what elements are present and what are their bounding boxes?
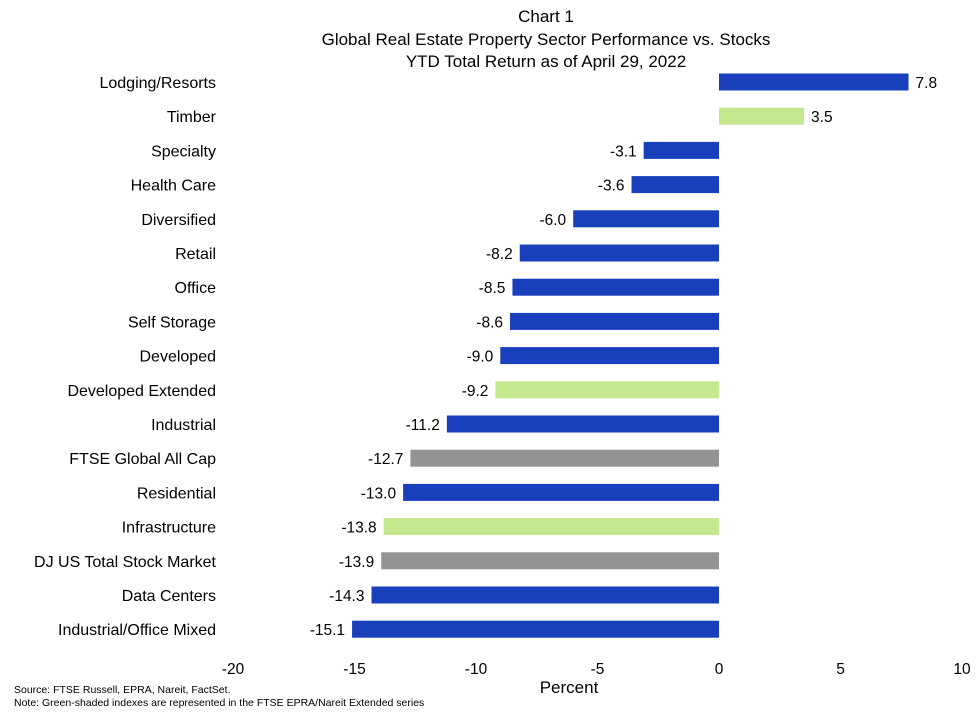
value-label-developed: -9.0 <box>467 349 494 366</box>
category-label-data-centers: Data Centers <box>122 588 216 605</box>
bar-timber <box>719 107 805 125</box>
bar-retail <box>519 244 719 262</box>
bar-infrastructure <box>383 518 719 536</box>
category-label-lodging-resorts: Lodging/Resorts <box>99 75 216 92</box>
value-label-dj-us-total-stock-market: -13.9 <box>339 554 374 571</box>
value-labels-group: 7.8 3.5 -3.1 -3.6 -6.0 -8.2 -8.5 -8.6 -9.0 -9.2 -1… <box>310 75 937 639</box>
category-label-industrial: Industrial <box>151 417 216 434</box>
bar-ftse-global-all-cap <box>410 449 719 467</box>
chart-subtitle-line-2: YTD Total Return as of April 29, 2022 <box>406 52 686 71</box>
value-label-office: -8.5 <box>479 280 506 297</box>
bar-residential <box>403 483 719 501</box>
chart-title: Chart 1 <box>518 7 574 26</box>
x-tick-label: 5 <box>836 661 845 678</box>
category-label-industrial-office-mixed: Industrial/Office Mixed <box>58 622 216 639</box>
category-label-office: Office <box>175 280 217 297</box>
note-footnote: Note: Green-shaded indexes are represent… <box>14 697 424 709</box>
bar-developed <box>500 347 719 365</box>
x-tick-label: -20 <box>222 661 245 678</box>
bar-diversified <box>573 210 719 228</box>
category-label-health-care: Health Care <box>131 178 216 195</box>
category-label-self-storage: Self Storage <box>128 314 216 331</box>
x-tick-labels-group: -20 -15 -10 -5 0 5 10 <box>222 661 971 678</box>
category-label-dj-us-total-stock-market: DJ US Total Stock Market <box>34 554 217 571</box>
category-label-ftse-global-all-cap: FTSE Global All Cap <box>69 451 216 468</box>
value-label-developed-extended: -9.2 <box>462 383 489 400</box>
bar-specialty <box>643 141 719 159</box>
x-axis-label: Percent <box>540 678 599 697</box>
value-label-diversified: -6.0 <box>539 212 566 229</box>
value-label-specialty: -3.1 <box>610 143 637 160</box>
value-label-lodging-resorts: 7.8 <box>916 75 938 92</box>
category-label-specialty: Specialty <box>151 143 216 160</box>
source-footnote: Source: FTSE Russell, EPRA, Nareit, Fact… <box>14 684 231 696</box>
value-label-industrial: -11.2 <box>406 417 440 434</box>
bar-lodging-resorts <box>719 73 909 91</box>
category-label-residential: Residential <box>137 485 216 502</box>
value-label-self-storage: -8.6 <box>476 314 503 331</box>
bar-dj-us-total-stock-market <box>381 552 719 570</box>
value-label-data-centers: -14.3 <box>329 588 364 605</box>
bar-self-storage <box>510 312 719 330</box>
x-tick-label: -5 <box>591 661 605 678</box>
chart-subtitle-line-1: Global Real Estate Property Sector Perfo… <box>322 30 771 49</box>
bars-group <box>352 73 909 638</box>
bar-health-care <box>631 176 719 194</box>
category-label-developed: Developed <box>140 349 217 366</box>
category-labels-group: Lodging/Resorts Timber Specialty Health Car… <box>34 75 217 639</box>
category-label-diversified: Diversified <box>141 212 216 229</box>
category-label-timber: Timber <box>167 109 217 126</box>
value-label-health-care: -3.6 <box>598 178 625 195</box>
value-label-retail: -8.2 <box>486 246 513 263</box>
value-label-industrial-office-mixed: -15.1 <box>310 622 345 639</box>
bar-office <box>512 278 719 296</box>
x-tick-label: -10 <box>465 661 488 678</box>
bar-industrial-office-mixed <box>352 620 719 638</box>
value-label-residential: -13.0 <box>361 485 397 502</box>
value-label-ftse-global-all-cap: -12.7 <box>368 451 403 468</box>
bar-data-centers <box>371 586 719 604</box>
value-label-timber: 3.5 <box>811 109 833 126</box>
category-label-infrastructure: Infrastructure <box>122 520 216 537</box>
bar-industrial <box>446 415 719 433</box>
x-tick-label: 0 <box>715 661 724 678</box>
bar-developed-extended <box>495 381 719 399</box>
x-tick-label: 10 <box>953 661 971 678</box>
value-label-infrastructure: -13.8 <box>341 520 376 537</box>
category-label-developed-extended: Developed Extended <box>67 383 216 400</box>
category-label-retail: Retail <box>175 246 216 263</box>
x-tick-label: -15 <box>343 661 365 678</box>
